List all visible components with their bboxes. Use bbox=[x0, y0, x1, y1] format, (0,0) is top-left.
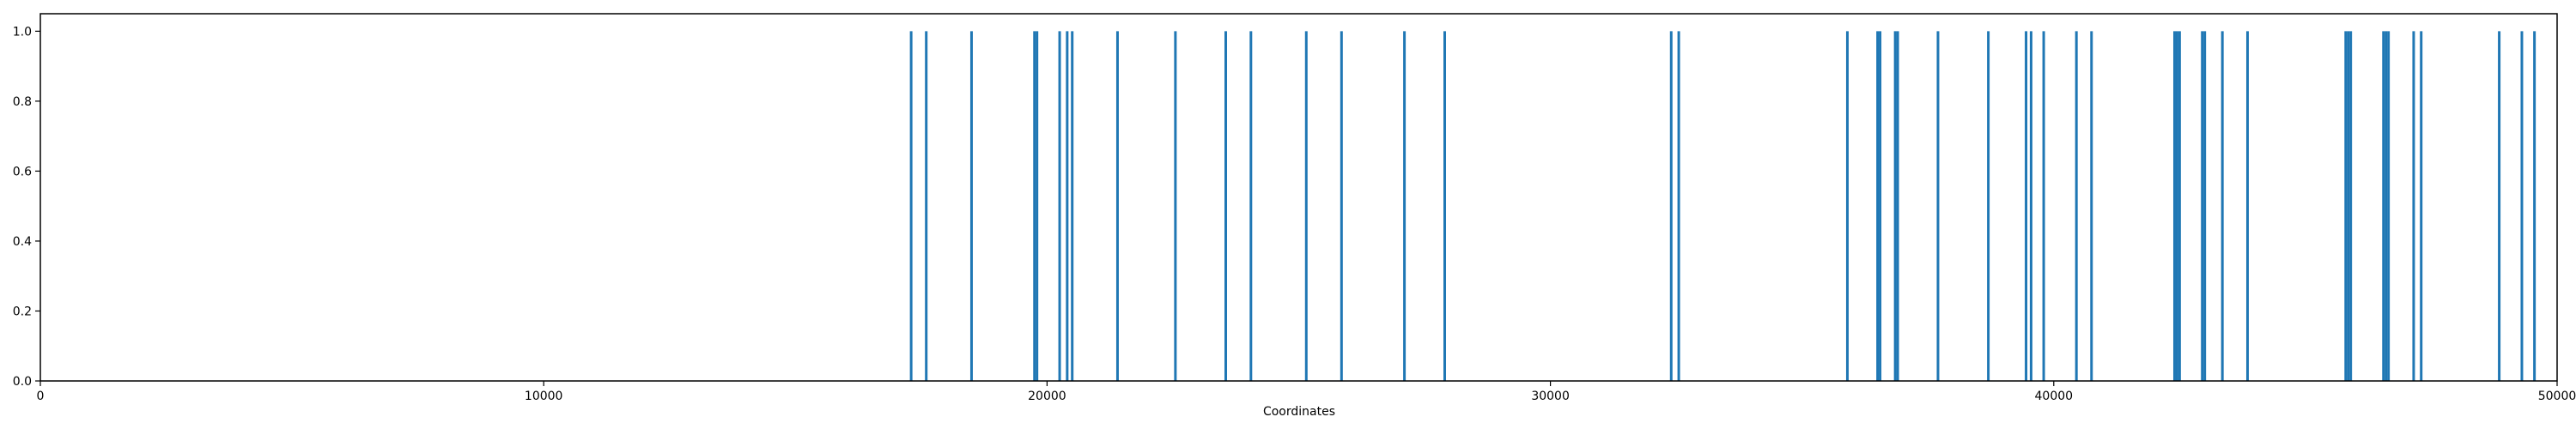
x-tick-label: 50000 bbox=[2538, 390, 2576, 403]
axes: 0 10000 20000 30000 40000 50000 0.0 0.2 0.4 0.6 0.… bbox=[13, 13, 2576, 403]
x-tick-label: 0 bbox=[37, 390, 45, 403]
plot-area bbox=[909, 31, 2537, 381]
x-tick-label: 40000 bbox=[2035, 390, 2074, 403]
x-tick-label: 30000 bbox=[1531, 390, 1570, 403]
y-tick-label: 1.0 bbox=[13, 25, 32, 39]
x-tick-label: 10000 bbox=[525, 390, 563, 403]
y-tick-label: 0.4 bbox=[13, 235, 32, 249]
x-axis-label: Coordinates bbox=[1263, 405, 1335, 419]
y-tick-label: 0.0 bbox=[13, 375, 32, 389]
axes-frame bbox=[39, 13, 2558, 382]
y-tick-label: 0.2 bbox=[13, 305, 32, 318]
x-tick-label: 20000 bbox=[1028, 390, 1066, 403]
y-tick-label: 0.8 bbox=[13, 95, 32, 109]
y-tick-label: 0.6 bbox=[13, 165, 32, 178]
